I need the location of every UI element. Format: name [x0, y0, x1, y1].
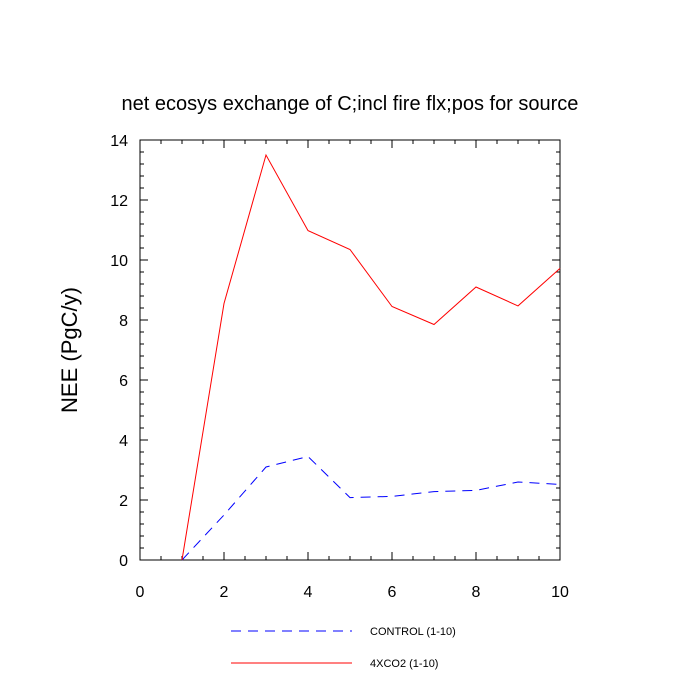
y-axis-label: NEE (PgC/y)	[57, 287, 82, 413]
y-tick-label: 12	[110, 193, 128, 210]
series-line	[181, 455, 561, 561]
legend: CONTROL (1-10) 4XCO2 (1-10)	[231, 626, 456, 670]
x-tick-label: 2	[220, 584, 229, 601]
x-tick-label: 10	[551, 584, 569, 601]
y-tick-label: 10	[110, 253, 128, 270]
x-tick-label: 4	[304, 584, 313, 601]
y-tick-label: 4	[119, 433, 128, 450]
series-line	[181, 153, 561, 561]
y-tick-label: 0	[119, 553, 128, 570]
legend-label: CONTROL (1-10)	[370, 626, 456, 638]
x-tick-label: 0	[136, 584, 145, 601]
legend-label: 4XCO2 (1-10)	[370, 658, 438, 670]
y-tick-label: 8	[119, 313, 128, 330]
x-tick-label: 8	[472, 584, 481, 601]
y-tick-label: 6	[119, 373, 128, 390]
y-tick-label: 2	[119, 493, 128, 510]
plot-area: 0 2 4 6 8 10 0 2 4 6 8 10 12 14	[110, 133, 569, 601]
y-tick-label: 14	[110, 133, 128, 150]
x-tick-label: 6	[388, 584, 397, 601]
chart-title: net ecosys exchange of C;incl fire flx;p…	[122, 93, 579, 115]
